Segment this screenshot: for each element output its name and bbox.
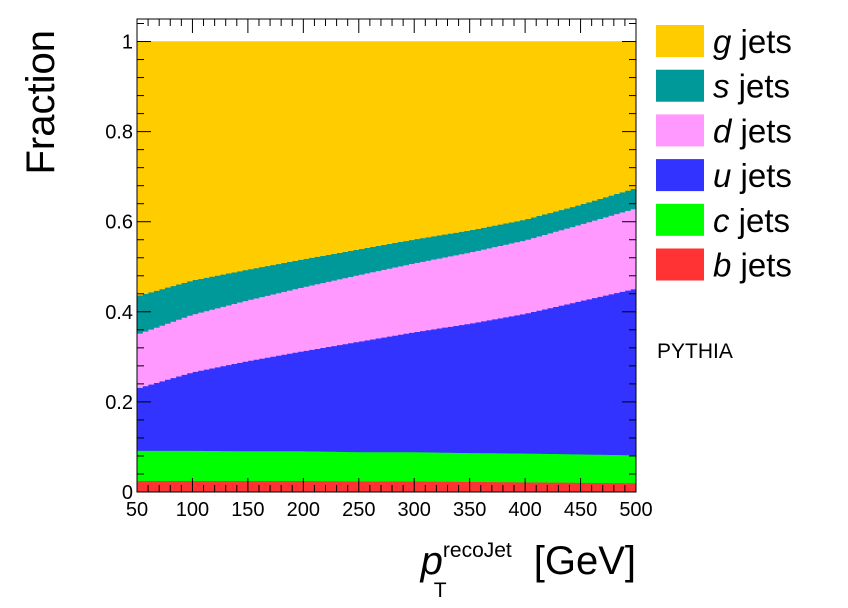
legend-swatch-g	[656, 25, 704, 57]
legend-swatch-s	[656, 69, 704, 102]
legend-swatch-d	[656, 114, 704, 147]
y-axis-title: Fraction	[19, 30, 63, 175]
area-c-jets	[136, 450, 637, 484]
legend-label-s: s jets	[713, 68, 790, 105]
legend-label-c: c jets	[713, 202, 790, 239]
x-tick-label: 100	[176, 499, 209, 521]
y-tick-label: 1	[122, 32, 133, 54]
x-axis-title-unit: [GeV]	[523, 539, 636, 583]
x-axis-title-sup: recoJet	[443, 539, 512, 562]
x-tick-label: 300	[398, 499, 431, 521]
x-axis-title-main: p	[420, 539, 443, 583]
y-tick-label: 0.8	[105, 122, 133, 144]
area-g-jets	[136, 41, 637, 296]
stacked-areas	[136, 41, 637, 493]
legend-label-g: g jets	[713, 23, 792, 60]
x-tick-label: 350	[453, 499, 486, 521]
x-tick-label: 400	[508, 499, 541, 521]
legend-label-d: d jets	[713, 112, 792, 149]
x-tick-label: 150	[231, 499, 264, 521]
x-axis-title-sub: T	[434, 579, 447, 602]
legend-label-u: u jets	[713, 157, 792, 194]
y-tick-label: 0	[122, 482, 133, 504]
x-tick-label: 50	[126, 499, 148, 521]
plot-frame	[136, 18, 637, 493]
x-tick-label: 450	[564, 499, 597, 521]
y-tick-label: 0.2	[105, 392, 133, 414]
x-axis-title: precoJet T [GeV]	[420, 539, 636, 602]
y-tick-label: 0.4	[105, 302, 133, 324]
generator-annotation: PYTHIA	[657, 340, 733, 363]
legend-swatch-b	[656, 248, 704, 281]
legend-swatch-u	[656, 159, 704, 192]
legend: g jets s jets d jets u jets c jets b jets	[656, 23, 792, 284]
legend-label-b: b jets	[713, 247, 792, 284]
y-tick-label: 0.6	[105, 212, 133, 234]
legend-swatch-c	[656, 203, 704, 236]
x-tick-label: 250	[342, 499, 375, 521]
x-tick-label: 500	[619, 499, 652, 521]
x-tick-label: 200	[287, 499, 320, 521]
axis-ticks	[136, 19, 637, 493]
